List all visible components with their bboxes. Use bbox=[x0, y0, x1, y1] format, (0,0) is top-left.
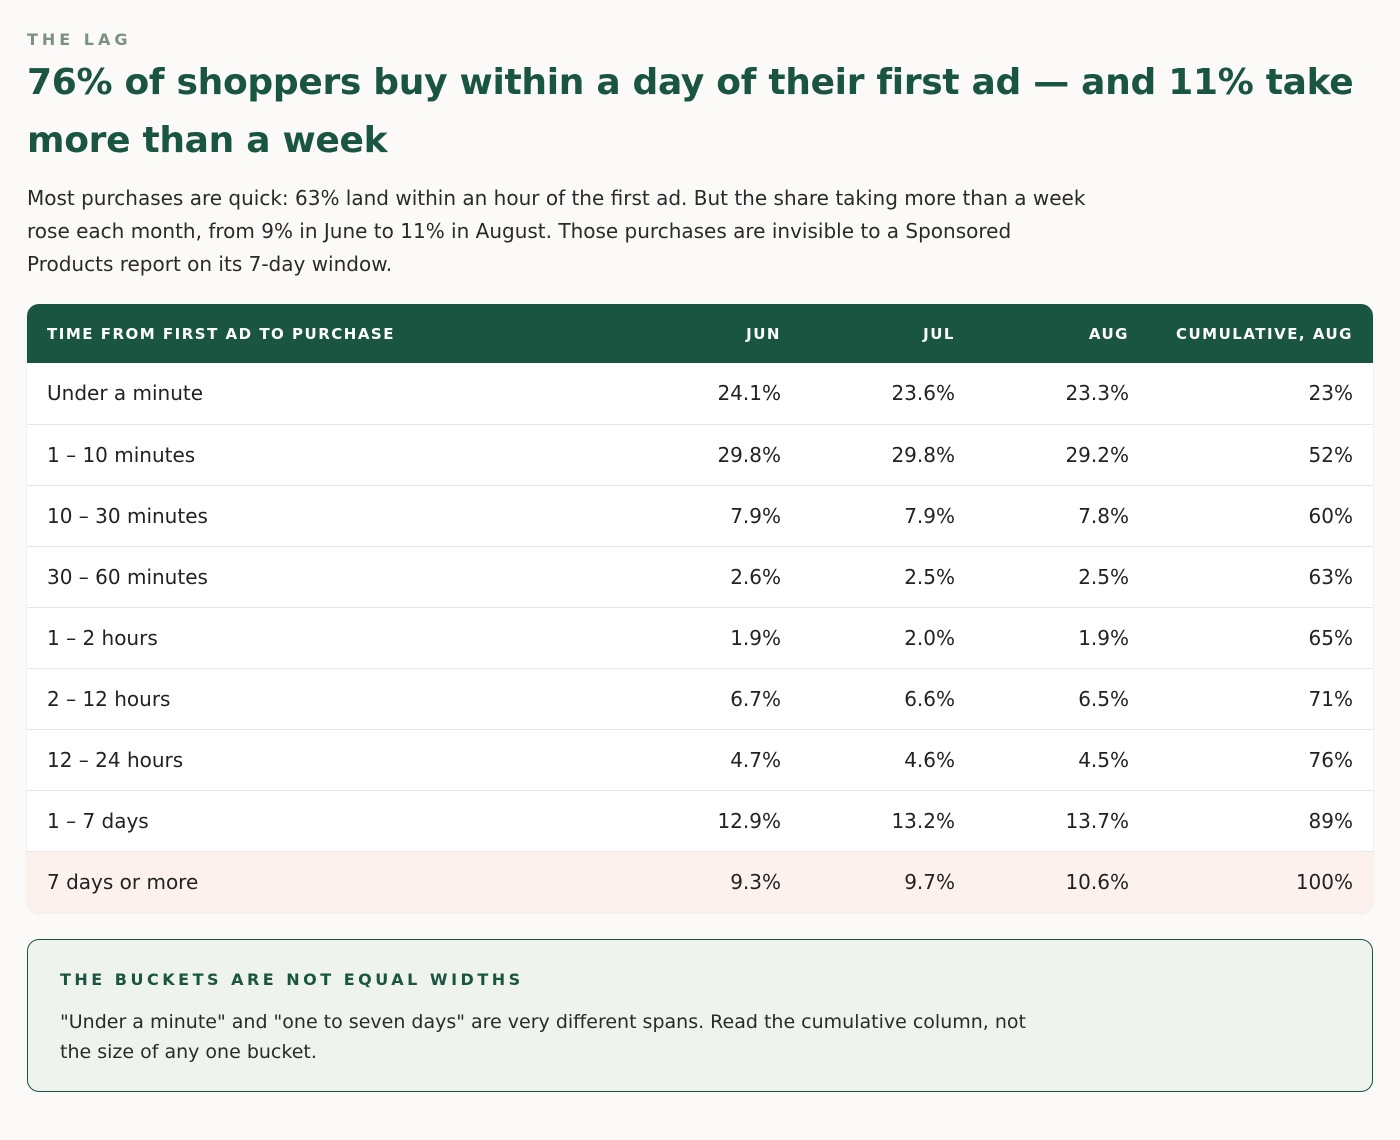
lag-table: TIME FROM FIRST AD TO PURCHASE JUN JUL A… bbox=[27, 304, 1373, 912]
jun-value: 2.6% bbox=[730, 564, 781, 589]
header-aug: AUG bbox=[1088, 324, 1129, 343]
bucket-label: 1 – 10 minutes bbox=[47, 442, 196, 467]
table-row: 1 – 7 days 12.9% 13.2% 13.7% 89% bbox=[27, 790, 1373, 851]
jul-value: 2.0% bbox=[904, 625, 955, 650]
lag-table-card: TIME FROM FIRST AD TO PURCHASE JUN JUL A… bbox=[27, 304, 1373, 912]
cumulative-value: 100% bbox=[1295, 869, 1353, 894]
header-time: TIME FROM FIRST AD TO PURCHASE bbox=[47, 324, 395, 343]
table-header-row: TIME FROM FIRST AD TO PURCHASE JUN JUL A… bbox=[27, 304, 1373, 363]
table-row: 12 – 24 hours 4.7% 4.6% 4.5% 76% bbox=[27, 729, 1373, 790]
jun-value: 12.9% bbox=[717, 808, 781, 833]
table-row: 2 – 12 hours 6.7% 6.6% 6.5% 71% bbox=[27, 668, 1373, 729]
table-row: 1 – 2 hours 1.9% 2.0% 1.9% 65% bbox=[27, 607, 1373, 668]
note-box: THE BUCKETS ARE NOT EQUAL WIDTHS "Under … bbox=[27, 939, 1373, 1092]
cumulative-value: 60% bbox=[1308, 503, 1353, 528]
aug-value: 6.5% bbox=[1078, 686, 1129, 711]
table-row: 30 – 60 minutes 2.6% 2.5% 2.5% 63% bbox=[27, 546, 1373, 607]
bucket-label: 30 – 60 minutes bbox=[47, 564, 208, 589]
note-title: THE BUCKETS ARE NOT EQUAL WIDTHS bbox=[60, 970, 524, 989]
bucket-label: Under a minute bbox=[47, 381, 204, 406]
cumulative-value: 76% bbox=[1308, 747, 1353, 772]
aug-value: 10.6% bbox=[1065, 869, 1129, 894]
jun-value: 1.9% bbox=[730, 625, 781, 650]
cumulative-value: 52% bbox=[1308, 442, 1353, 467]
bucket-label: 12 – 24 hours bbox=[47, 747, 184, 772]
table-row: 7 days or more 9.3% 9.7% 10.6% 100% bbox=[27, 851, 1373, 912]
jun-value: 6.7% bbox=[730, 686, 781, 711]
jul-value: 4.6% bbox=[904, 747, 955, 772]
jul-value: 29.8% bbox=[891, 442, 955, 467]
bucket-label: 1 – 7 days bbox=[47, 808, 149, 833]
jun-value: 4.7% bbox=[730, 747, 781, 772]
jul-value: 7.9% bbox=[904, 503, 955, 528]
jul-value: 23.6% bbox=[891, 381, 955, 406]
header-jul: JUL bbox=[923, 324, 955, 343]
aug-value: 7.8% bbox=[1078, 503, 1129, 528]
aug-value: 1.9% bbox=[1078, 625, 1129, 650]
aug-value: 4.5% bbox=[1078, 747, 1129, 772]
bucket-label: 2 – 12 hours bbox=[47, 686, 171, 711]
jun-value: 9.3% bbox=[730, 869, 781, 894]
jul-value: 6.6% bbox=[904, 686, 955, 711]
cumulative-value: 23% bbox=[1308, 381, 1353, 406]
jul-value: 9.7% bbox=[904, 869, 955, 894]
table-row: 1 – 10 minutes 29.8% 29.8% 29.2% 52% bbox=[27, 424, 1373, 485]
jul-value: 13.2% bbox=[891, 808, 955, 833]
table-row: 10 – 30 minutes 7.9% 7.9% 7.8% 60% bbox=[27, 485, 1373, 546]
table-row: Under a minute 24.1% 23.6% 23.3% 23% bbox=[27, 363, 1373, 424]
cumulative-value: 89% bbox=[1308, 808, 1353, 833]
header-jun: JUN bbox=[746, 324, 781, 343]
table-body: Under a minute 24.1% 23.6% 23.3% 23% 1 – 10 m… bbox=[27, 363, 1373, 912]
aug-value: 23.3% bbox=[1065, 381, 1129, 406]
aug-value: 13.7% bbox=[1065, 808, 1129, 833]
headline: 76% of shoppers buy within a day of thei… bbox=[27, 62, 1354, 161]
header-cumulative: CUMULATIVE, AUG bbox=[1175, 324, 1353, 343]
bucket-label: 7 days or more bbox=[47, 869, 199, 894]
jun-value: 24.1% bbox=[717, 381, 781, 406]
dek-paragraph: Most purchases are quick: 63% land withi… bbox=[27, 186, 1086, 276]
aug-value: 29.2% bbox=[1065, 442, 1129, 467]
bucket-label: 10 – 30 minutes bbox=[47, 503, 208, 528]
bucket-label: 1 – 2 hours bbox=[47, 625, 158, 650]
note-body: "Under a minute" and "one to seven days"… bbox=[60, 1011, 1026, 1063]
cumulative-value: 63% bbox=[1308, 564, 1353, 589]
aug-value: 2.5% bbox=[1078, 564, 1129, 589]
jun-value: 29.8% bbox=[717, 442, 781, 467]
jul-value: 2.5% bbox=[904, 564, 955, 589]
cumulative-value: 65% bbox=[1308, 625, 1353, 650]
jun-value: 7.9% bbox=[730, 503, 781, 528]
eyebrow-label: THE LAG bbox=[27, 30, 132, 49]
cumulative-value: 71% bbox=[1308, 686, 1353, 711]
